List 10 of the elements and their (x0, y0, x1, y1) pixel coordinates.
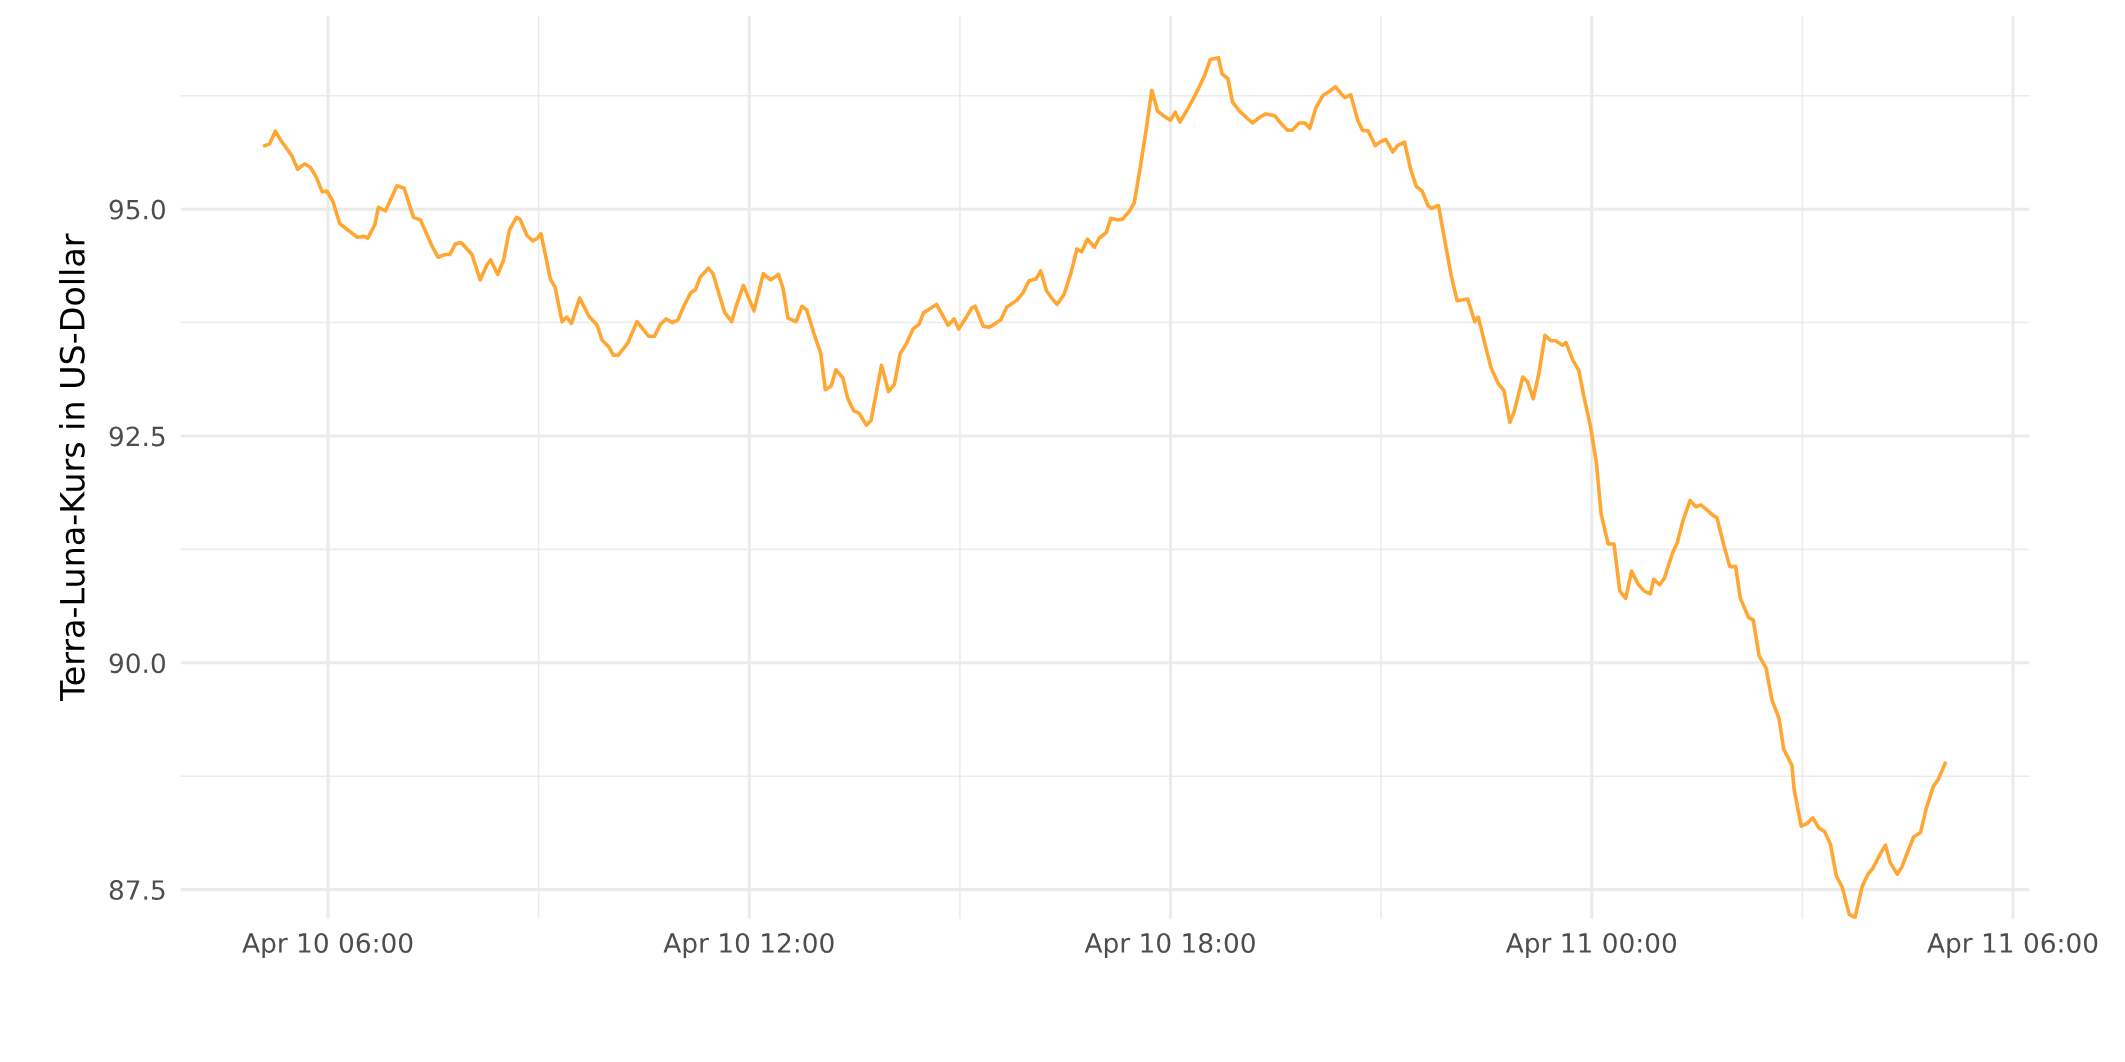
x-tick-label: Apr 10 06:00 (242, 932, 413, 959)
y-tick-label: 95.0 (109, 199, 165, 220)
y-tick-label: 87.5 (109, 880, 165, 900)
y-tick-label: 90.0 (109, 653, 165, 674)
x-tick-label: Apr 11 00:00 (1505, 932, 1677, 959)
y-axis-title: Terra-Luna-Kurs in US-Dollar (59, 233, 85, 702)
x-tick-label: Apr 10 12:00 (663, 932, 834, 959)
x-tick-label: Apr 11 06:00 (1927, 932, 2098, 959)
y-tick-label: 92.5 (109, 426, 165, 447)
x-tick-label: Apr 10 18:00 (1084, 932, 1255, 959)
